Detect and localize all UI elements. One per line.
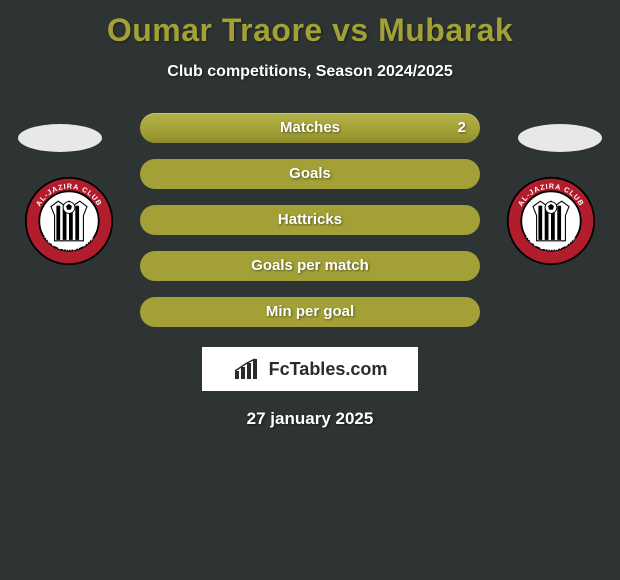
brand-label: FcTables.com: [269, 359, 388, 380]
stat-label: Hattricks: [140, 205, 480, 235]
brand-box: FcTables.com: [202, 347, 418, 391]
stat-label: Matches: [140, 113, 480, 143]
player-disc-left: [18, 124, 102, 152]
stat-row-min-per-goal: Min per goal: [140, 297, 480, 327]
page-title: Oumar Traore vs Mubarak: [0, 0, 620, 49]
stat-label: Min per goal: [140, 297, 480, 327]
stat-row-hattricks: Hattricks: [140, 205, 480, 235]
club-logo-left: AL-JAZIRA CLUB ABU DHABI-UAE: [24, 176, 114, 266]
player-disc-right: [518, 124, 602, 152]
subtitle: Club competitions, Season 2024/2025: [0, 63, 620, 81]
club-logo-right: AL-JAZIRA CLUB ABU DHABI-UAE: [506, 176, 596, 266]
stat-row-goals-per-match: Goals per match: [140, 251, 480, 281]
stat-row-goals: Goals: [140, 159, 480, 189]
stat-right-value: 2: [458, 113, 466, 143]
stat-row-matches: Matches 2: [140, 113, 480, 143]
bars-icon: [233, 357, 263, 381]
stat-label: Goals per match: [140, 251, 480, 281]
stats-table: Matches 2 Goals Hattricks Goals per matc…: [140, 113, 480, 327]
stat-label: Goals: [140, 159, 480, 189]
date-label: 27 january 2025: [0, 409, 620, 429]
